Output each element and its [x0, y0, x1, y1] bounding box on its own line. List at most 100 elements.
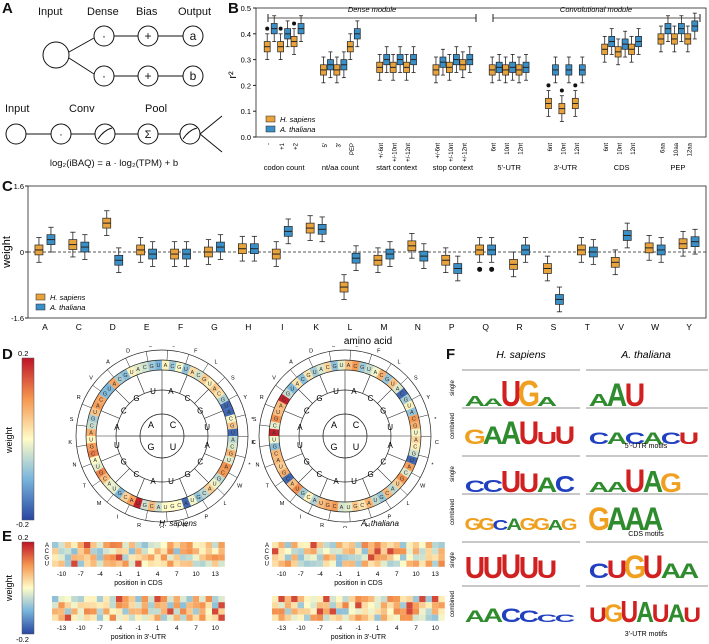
e-heat-cell: [291, 596, 298, 603]
d-ring-cell: [274, 461, 287, 472]
e-heat-cell: [393, 602, 400, 609]
d-ring-cell: [309, 365, 320, 378]
e-heat-cell: [393, 554, 400, 561]
e-heat-cell: [374, 560, 381, 567]
d-outer-base: C: [124, 495, 128, 501]
d-outer-base: A: [407, 464, 411, 470]
e-heat-cell: [348, 542, 356, 549]
f-logo-letter: G: [660, 468, 682, 498]
e-heat-cell: [90, 560, 97, 567]
d-outer-base: U: [89, 437, 93, 443]
f-logo-letter: G: [624, 549, 646, 585]
c-box-human: [339, 274, 349, 300]
d-outer-base: G: [301, 491, 305, 497]
e-xtick: -1: [116, 571, 122, 578]
c-box-plant: [216, 234, 225, 260]
b-box-human: [459, 51, 467, 79]
d-cbar-label: weight: [4, 426, 14, 454]
e-heat-cell: [122, 608, 129, 615]
e-heat-cell: [412, 560, 420, 567]
e-heat-cell: [419, 608, 426, 615]
e-heat-cell: [205, 560, 212, 567]
d-outer-base: U: [346, 505, 350, 511]
e-heat-cell: [336, 596, 343, 603]
e-heat-cell: [374, 614, 381, 621]
c-box-human: [678, 230, 688, 257]
d-outer-base: C: [413, 444, 417, 450]
c-xtick: D: [110, 322, 116, 332]
d-outer-base: C: [103, 476, 107, 482]
d-outer-base: G: [99, 471, 103, 477]
e-heat-cell: [316, 608, 324, 615]
b-box-plant: [410, 46, 417, 73]
d-aa-label: L: [215, 360, 218, 366]
e-heat-cell: [212, 554, 219, 561]
c-xlabel: amino acid: [344, 336, 392, 346]
e-heat-cell: [342, 602, 349, 609]
e-heat-cell: [71, 554, 78, 561]
c-xtick: C: [76, 322, 82, 332]
e-xtick: -7: [317, 625, 323, 632]
e-heat-cell: [361, 596, 368, 603]
e-heat-cell: [425, 554, 432, 561]
d-aa-label: S: [253, 417, 257, 423]
e-heat-cell: [218, 608, 225, 615]
d-ring-cell: [222, 455, 235, 466]
d-aa-label: Q: [343, 526, 348, 528]
e-heat-cell: [90, 602, 97, 609]
e-heat-cell: [374, 596, 381, 603]
d-ring-cell: [154, 501, 162, 512]
e-heat-cell: [278, 602, 285, 609]
b-ytick: 0.3: [241, 56, 251, 65]
d-ring-cell: [108, 377, 121, 390]
f-logo-letter: A: [625, 501, 645, 537]
e-heat-cell: [297, 596, 304, 603]
e-heat-cell: [103, 542, 110, 549]
e-heat-cell: [154, 608, 161, 615]
e-heat-cell: [291, 608, 298, 615]
d-aa-label: P: [387, 515, 391, 521]
d-ring-cell: [147, 360, 156, 372]
e-heat-cell: [96, 560, 104, 567]
d-ring-cell: [162, 501, 170, 512]
d-outer-base: G: [274, 417, 278, 423]
d-outer-base: A: [157, 505, 161, 511]
d-ring-cell: [269, 436, 280, 444]
b-outlier: [573, 83, 578, 88]
d-aa-label: L: [223, 501, 226, 507]
e-xtick: -10: [57, 571, 67, 578]
e-heat-cell: [355, 602, 362, 609]
e-xtick: 4: [175, 625, 179, 632]
d-aa-label: R: [77, 395, 81, 401]
d-outer-base: C: [150, 504, 154, 510]
d-aa-label: S: [414, 375, 418, 381]
e-heat-cell: [393, 560, 400, 567]
b-xtick: +/-12nt: [406, 143, 412, 162]
d-outer-base: G: [273, 444, 277, 450]
e-heat-cell: [64, 542, 72, 549]
e-heat-cell: [199, 542, 206, 549]
e-heat-cell: [103, 602, 110, 609]
d-ring-cell: [281, 387, 294, 400]
d-outer-base: C: [380, 373, 384, 379]
d-outer-base: G: [282, 471, 286, 477]
d-outer-base: U: [227, 458, 231, 464]
e-heat-cell: [278, 548, 285, 555]
e-row-label: G: [264, 555, 269, 561]
d-ring-cell: [376, 490, 388, 504]
e-heat-cell: [412, 608, 420, 615]
b-xtick: -: [267, 143, 273, 145]
d-ring-cell: [203, 377, 216, 390]
e-heat-cell: [128, 602, 136, 609]
e-xlabel: position in CDS: [334, 580, 383, 587]
d-outer-base: C: [286, 476, 290, 482]
b-group-label: stop context: [433, 163, 474, 172]
c-box-human: [68, 231, 78, 258]
d-aa-label: D: [309, 348, 313, 354]
e-heat-cell: [342, 596, 349, 603]
e-heat-cell: [186, 608, 193, 615]
e-heat-cell: [355, 548, 362, 555]
d-ring-cell: [364, 496, 375, 509]
e-heat-cell: [141, 542, 148, 549]
d-ring-cell: [193, 490, 205, 504]
